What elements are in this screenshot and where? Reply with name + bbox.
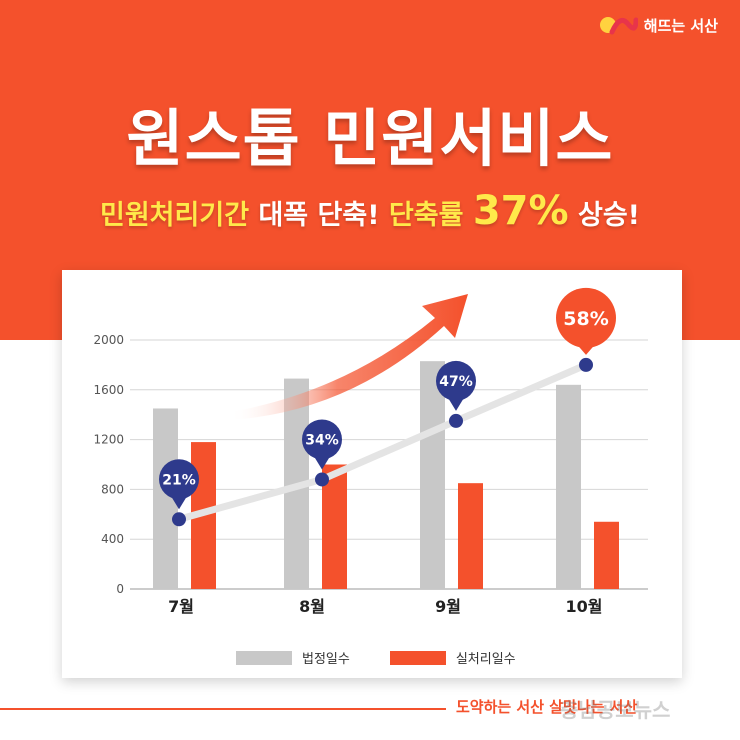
y-tick-label: 400 [101,532,124,546]
rate-point [172,512,186,527]
chart-legend: 법정일수 실처리일수 [236,648,556,667]
y-tick-label: 800 [101,482,124,496]
rate-label: 58% [563,308,608,330]
legend-swatch-orange [389,650,446,665]
y-tick-label: 1600 [93,383,124,397]
trend-arrow [230,294,468,420]
logo-text: 해뜨는 서산 [643,16,718,35]
x-tick-label: 10월 [566,597,603,616]
page-title: 원스톱 민원서비스 [126,102,614,175]
legend-label-2: 실처리일수 [455,652,516,667]
legend-swatch-gray [236,650,292,665]
subtitle-rate: 37% [472,188,569,234]
rate-marker [159,459,199,500]
rate-point [579,357,593,372]
rate-label: 34% [305,432,339,448]
legend-item-1: 법정일수 [236,648,350,667]
bar-actual-days [322,464,347,589]
rate-marker [436,360,476,401]
bar-actual-days [594,521,619,589]
subtitle-part-3: 단축률 [388,200,473,231]
y-tick-label: 1200 [93,433,124,447]
footer-slogan: 도약하는 서산 살맛나는 서산 [456,698,638,716]
footer-divider [0,708,446,710]
legend-label-1: 법정일수 [302,652,350,667]
rate-point [315,472,329,487]
bar-legal-days [420,361,445,589]
x-tick-label: 7월 [168,597,194,616]
x-tick-label: 8월 [299,597,325,616]
y-tick-label: 2000 [93,333,124,347]
legend-item-2: 실처리일수 [389,648,516,667]
brand-logo: 해뜨는 서산 [598,14,718,36]
seosan-logo-icon [599,17,638,35]
rate-point [449,413,463,428]
y-tick-label: 0 [116,582,124,596]
subtitle-part-2: 대폭 단축! [249,200,389,231]
x-tick-label: 9월 [435,597,461,616]
subtitle: 민원처리기간 대폭 단축! 단축률 37% 상승! [0,188,740,234]
subtitle-part-5: 상승! [568,200,640,231]
rate-label: 21% [162,472,196,488]
rate-marker [302,419,342,460]
bar-legal-days [556,384,581,589]
rate-label: 47% [439,374,473,390]
rate-marker [556,287,616,348]
rate-line [175,361,590,523]
bar-actual-days [458,483,483,589]
subtitle-part-1: 민원처리기간 [100,200,250,231]
watermark: 충남공보뉴스 [560,698,671,722]
